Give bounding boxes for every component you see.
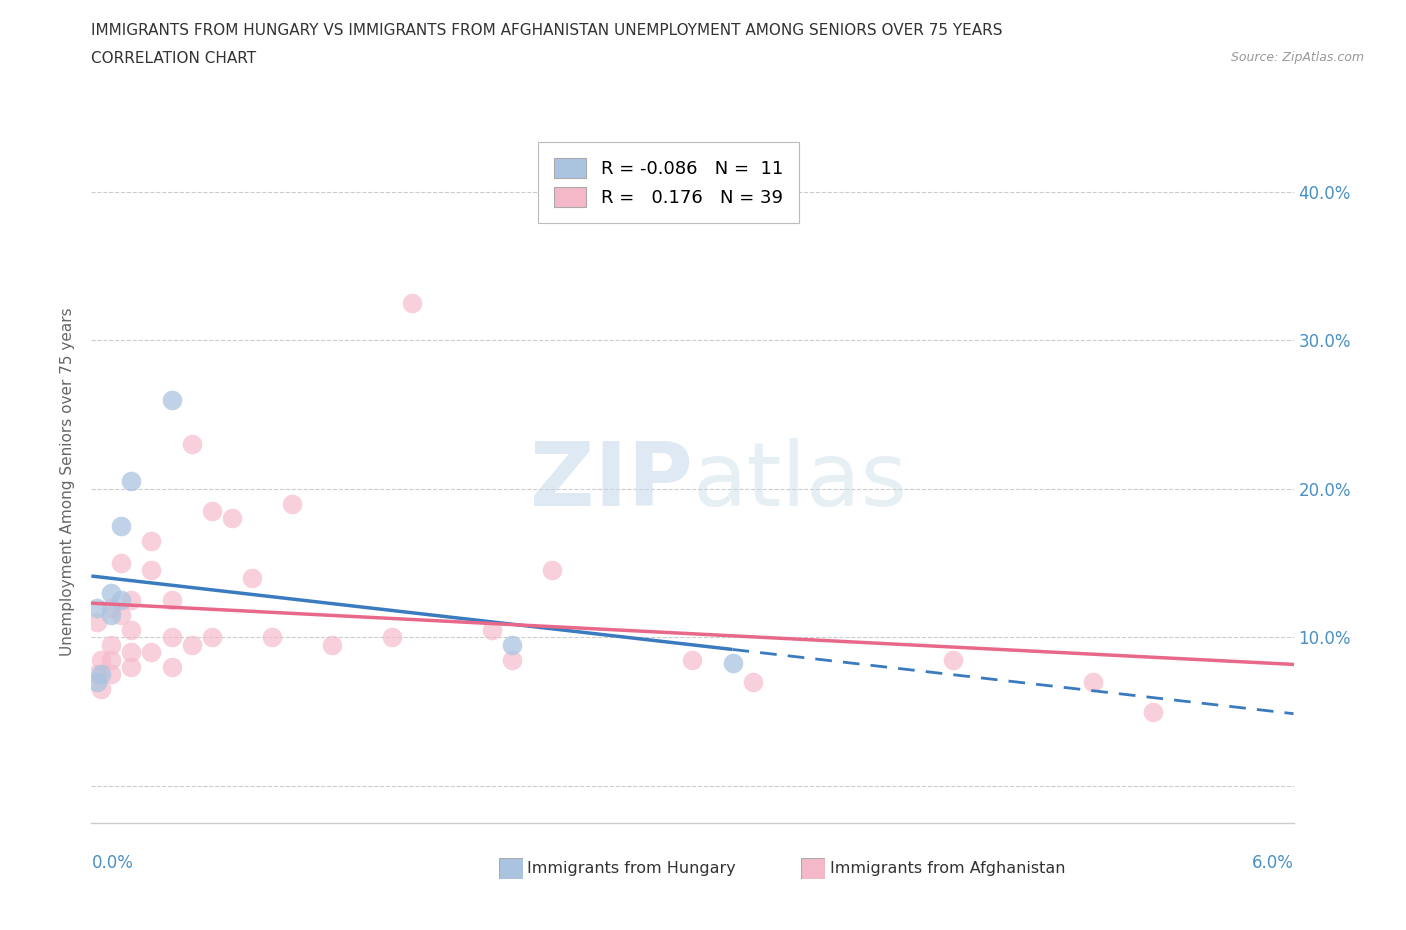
Point <box>501 652 523 667</box>
Point <box>110 555 132 570</box>
Point <box>100 600 122 615</box>
Point <box>221 511 243 525</box>
Point <box>100 637 122 652</box>
Text: atlas: atlas <box>692 438 908 525</box>
Point <box>160 659 183 674</box>
Point <box>121 659 143 674</box>
Point <box>180 637 202 652</box>
Point <box>121 644 143 659</box>
Point <box>100 667 122 682</box>
Point <box>321 637 343 652</box>
Point <box>481 622 503 637</box>
Text: 6.0%: 6.0% <box>1251 854 1294 872</box>
Point <box>86 667 108 682</box>
Point <box>121 622 143 637</box>
Text: 0.0%: 0.0% <box>91 854 134 872</box>
Point <box>90 652 112 667</box>
Text: Source: ZipAtlas.com: Source: ZipAtlas.com <box>1230 51 1364 64</box>
Point <box>1083 674 1105 689</box>
Point <box>100 652 122 667</box>
Point <box>86 600 108 615</box>
Legend: R = -0.086   N =  11, R =   0.176   N = 39: R = -0.086 N = 11, R = 0.176 N = 39 <box>537 141 799 223</box>
Text: Immigrants from Afghanistan: Immigrants from Afghanistan <box>830 861 1064 876</box>
Point <box>942 652 965 667</box>
Text: IMMIGRANTS FROM HUNGARY VS IMMIGRANTS FROM AFGHANISTAN UNEMPLOYMENT AMONG SENIOR: IMMIGRANTS FROM HUNGARY VS IMMIGRANTS FR… <box>91 23 1002 38</box>
Text: Immigrants from Hungary: Immigrants from Hungary <box>527 861 735 876</box>
Point <box>260 630 283 644</box>
Y-axis label: Unemployment Among Seniors over 75 years: Unemployment Among Seniors over 75 years <box>60 307 76 656</box>
Point <box>110 607 132 622</box>
Point <box>100 585 122 600</box>
Point <box>681 652 703 667</box>
Point <box>160 592 183 607</box>
Point <box>721 655 744 670</box>
Point <box>501 637 523 652</box>
Point <box>141 533 163 548</box>
Point <box>381 630 404 644</box>
Point <box>90 667 112 682</box>
Point <box>281 496 304 511</box>
Point <box>401 296 423 311</box>
Point <box>110 518 132 533</box>
Point <box>110 592 132 607</box>
Point <box>180 437 202 452</box>
Point <box>141 563 163 578</box>
Point <box>201 503 224 518</box>
Point <box>160 630 183 644</box>
Point <box>100 607 122 622</box>
Point <box>86 615 108 630</box>
Point <box>201 630 224 644</box>
Point <box>121 474 143 489</box>
Point <box>541 563 564 578</box>
Point <box>90 682 112 697</box>
Point <box>1142 704 1164 719</box>
Point <box>240 570 263 585</box>
Point <box>160 392 183 407</box>
Text: CORRELATION CHART: CORRELATION CHART <box>91 51 256 66</box>
Point <box>741 674 763 689</box>
Point <box>141 644 163 659</box>
Text: ZIP: ZIP <box>530 438 692 525</box>
Point <box>86 674 108 689</box>
Point <box>121 592 143 607</box>
